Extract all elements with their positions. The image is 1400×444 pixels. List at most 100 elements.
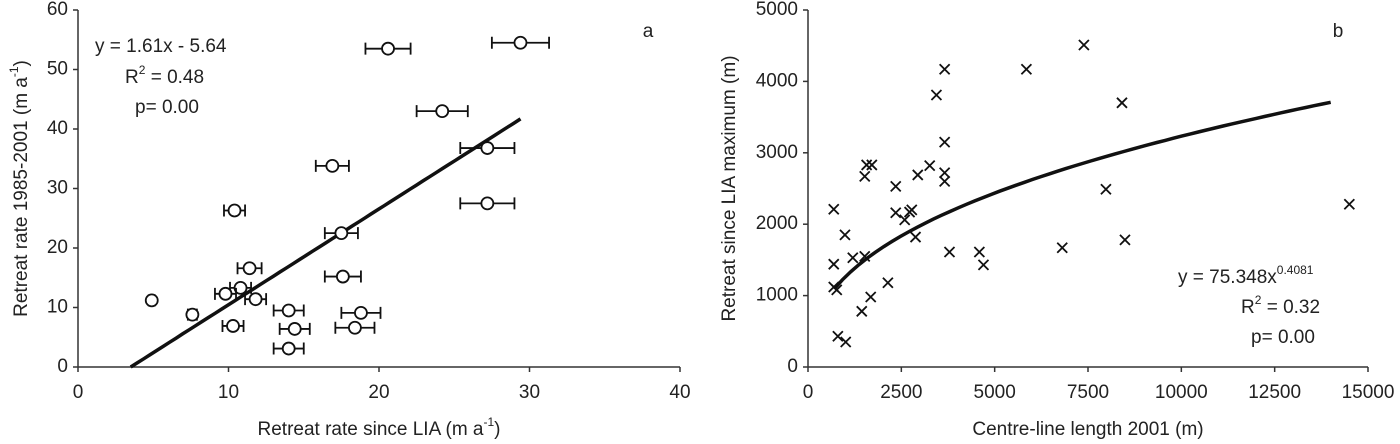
y-axis-title-part: ) [11,60,32,66]
point [939,136,951,148]
y-tick-label: 2000 [756,213,798,234]
point [281,341,296,356]
point [1116,97,1128,109]
x-tick-label: 40 [669,382,690,403]
point [1056,242,1068,254]
point [866,159,878,171]
y-tick-label: 5000 [756,0,798,20]
point [325,158,340,173]
point [144,293,159,308]
point [435,104,450,119]
point [909,231,922,243]
point [480,196,495,211]
annotation-part: p= 0.00 [1251,327,1315,348]
fit-line [832,100,1332,291]
point [348,320,362,335]
y-axis-title-part: Retreat since LIA maximum (m) [719,55,740,321]
point [828,203,840,215]
x-axis-title-part: Centre-line length 2001 (m) [972,419,1203,440]
point [381,41,395,56]
x-tick-label: 10000 [1155,382,1208,403]
point [227,203,242,218]
point [943,246,956,258]
point [831,284,843,296]
point [973,246,985,258]
x-tick-label: 2500 [880,382,922,403]
point [248,292,263,307]
x-tick-label: 7500 [1067,382,1109,403]
point [334,226,349,241]
point [281,303,296,318]
point [930,89,943,101]
fit-line [129,117,522,369]
point [839,229,851,241]
x-axis-title: Retreat rate since LIA (m a-1) [258,415,501,440]
point [828,258,840,270]
annotation-part: y = 75.348x [1178,267,1277,288]
annotation: y = 75.348x0.4081 [1178,263,1314,288]
y-tick-label: 40 [47,118,68,139]
annotation-part: R [1241,297,1255,318]
point [899,214,911,226]
y-tick-label: 0 [57,356,68,377]
y-tick-label: 20 [47,237,68,258]
y-tick-label: 0 [787,356,798,377]
annotation: p= 0.00 [1251,327,1315,348]
point [890,180,902,192]
point [859,250,871,262]
x-axis-title-part: Retreat rate since LIA (m a [258,419,484,440]
point [480,141,495,155]
x-axis-title: Centre-line length 2001 (m) [972,419,1203,440]
x-axis-title-part: ) [494,419,500,440]
y-axis-title: Retreat rate 1985-2001 (m a-1) [7,60,32,317]
point [882,277,894,289]
point [513,35,528,50]
point [1078,39,1090,51]
annotation: p= 0.00 [135,97,199,118]
x-axis-title-sup: -1 [484,415,495,429]
y-axis-title-sup: -1 [7,66,21,77]
point [939,167,951,179]
annotation-part: R [125,67,139,88]
point [840,336,852,348]
x-tick-label: 5000 [974,382,1016,403]
annotation-part: y = 1.61x - 5.64 [95,36,227,57]
point [860,159,873,171]
point [185,307,200,322]
point [924,160,936,172]
x-tick-label: 15000 [1342,382,1395,403]
annotation-sup: 0.4081 [1277,263,1314,277]
annotation-sup: 2 [1255,293,1262,307]
annotation: y = 1.61x - 5.64 [95,36,227,57]
y-tick-label: 1000 [756,285,798,306]
point [233,280,248,295]
point [939,175,951,187]
annotation-sup: 2 [139,63,146,77]
point [832,330,844,342]
point [977,259,990,271]
annotation: R2 = 0.48 [125,63,204,88]
y-tick-label: 10 [47,297,68,318]
point [939,63,951,75]
x-tick-label: 20 [368,382,389,403]
point [1020,63,1033,75]
x-tick-label: 0 [803,382,814,403]
point [287,322,302,336]
panel-label: b [1333,21,1344,42]
x-tick-label: 0 [73,382,84,403]
x-tick-label: 30 [519,382,540,403]
y-tick-label: 3000 [756,142,798,163]
annotation-part: = 0.32 [1261,297,1320,318]
y-tick-label: 50 [47,59,68,80]
point [1119,234,1131,246]
point [218,286,233,301]
annotation-part: p= 0.00 [135,97,199,118]
point [890,207,902,219]
point [847,252,859,264]
point [859,170,871,182]
annotation: R2 = 0.32 [1241,293,1320,318]
y-tick-label: 60 [47,0,68,20]
point [1343,198,1355,210]
panel-label: a [643,21,654,42]
